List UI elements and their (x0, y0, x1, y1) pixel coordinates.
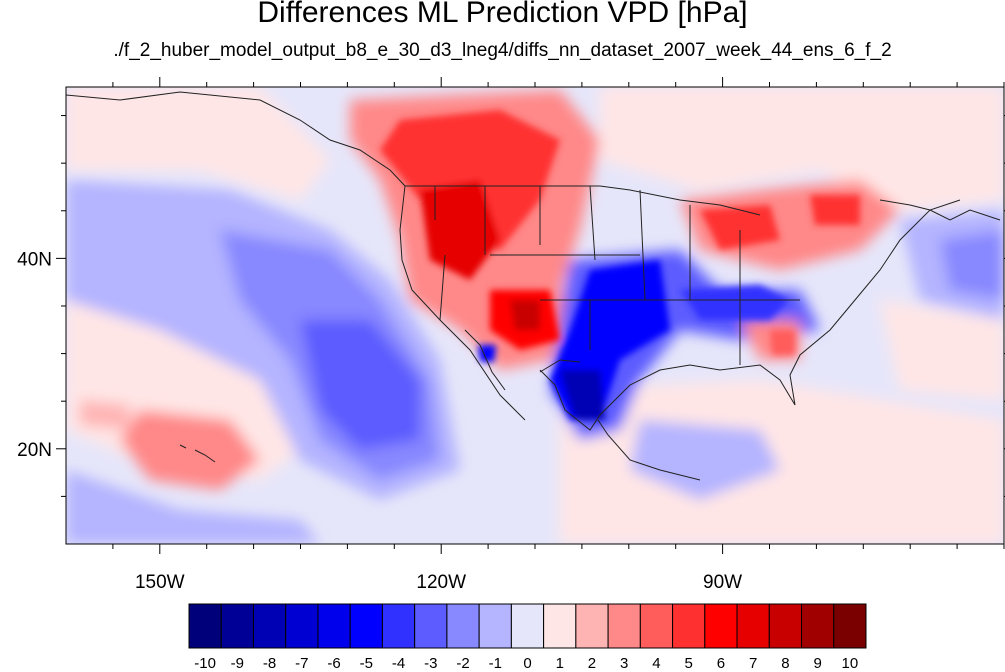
map-title: Differences ML Prediction VPD [hPa] (257, 0, 748, 29)
colorbar-label: -3 (424, 655, 437, 672)
lon-tick-label: 90W (703, 572, 742, 593)
colorbar-swatch (607, 603, 641, 649)
colorbar-label: -7 (295, 655, 308, 672)
colorbar-label: -8 (263, 655, 276, 672)
lat-tick-label: 40N (17, 249, 52, 270)
colorbar-label: 7 (749, 655, 757, 672)
colorbar-label: 0 (523, 655, 531, 672)
colorbar-label: 5 (685, 655, 693, 672)
colorbar-label: -5 (360, 655, 373, 672)
colorbar-label: -10 (194, 655, 216, 672)
colorbar-swatch (736, 603, 770, 649)
colorbar-label: -4 (392, 655, 405, 672)
colorbar-label: 2 (588, 655, 596, 672)
colorbar-swatch (704, 603, 738, 649)
colorbar-label: -6 (327, 655, 340, 672)
colorbar-label: 3 (620, 655, 628, 672)
lon-tick-label: 150W (135, 572, 185, 593)
colorbar-swatch (285, 603, 319, 649)
colorbar-label: 9 (813, 655, 821, 672)
colorbar-swatch (768, 603, 803, 649)
lat-tick-label: 20N (17, 440, 52, 461)
colorbar-label: -2 (456, 655, 469, 672)
map-subtitle: ./f_2_huber_model_output_b8_e_30_d3_lneg… (113, 40, 892, 61)
colorbar-label: 1 (556, 655, 564, 672)
colorbar-swatch (252, 603, 287, 649)
colorbar-swatch (801, 603, 835, 649)
colorbar-swatch (317, 603, 351, 649)
colorbar-swatch (833, 603, 867, 649)
lon-tick-label: 120W (416, 572, 466, 593)
colorbar-label: 8 (781, 655, 789, 672)
colorbar-swatch (220, 603, 254, 649)
latitude-axis: 40N 20N (17, 115, 1005, 497)
colorbar-swatch (478, 603, 512, 649)
vpd-difference-field (66, 87, 1004, 544)
coastlines (66, 91, 1001, 481)
colorbar-swatch (188, 603, 222, 649)
colorbar-label: 6 (717, 655, 725, 672)
colorbar-swatch (575, 603, 609, 649)
colorbar-swatch (672, 603, 706, 649)
colorbar-label: 4 (652, 655, 660, 672)
longitude-axis: 150W 120W 90W (112, 77, 1005, 593)
colorbar-label: -1 (489, 655, 502, 672)
colorbar-swatch (639, 603, 674, 649)
colorbar-swatch (381, 603, 416, 649)
colorbar-swatch (349, 603, 383, 649)
colorbar-label: 10 (842, 655, 859, 672)
colorbar-swatch (543, 603, 577, 649)
colorbar-swatch (414, 603, 448, 649)
colorbar-swatch (446, 603, 480, 649)
colorbar: -10 -9 -8 -7 -6 -5 -4 -3 -2 -1 0 1 2 3 4 5 6 7 8 9 10 (188, 603, 867, 672)
colorbar-label: -9 (231, 655, 244, 672)
colorbar-swatch (510, 603, 545, 649)
